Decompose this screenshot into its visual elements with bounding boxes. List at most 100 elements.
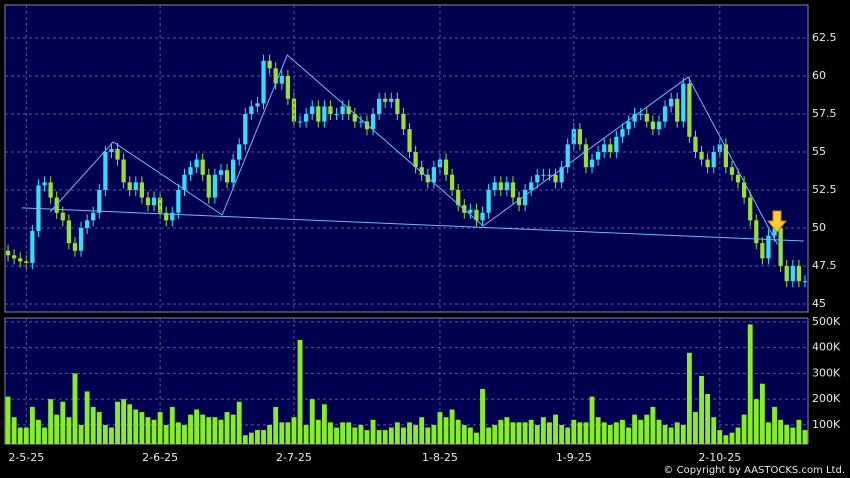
candle-body: [24, 261, 29, 263]
candle-body: [267, 60, 272, 69]
candle-body: [60, 212, 65, 221]
candle-body: [504, 182, 510, 190]
candle-body: [255, 103, 260, 107]
volume-bar: [133, 409, 139, 444]
copyright: © Copyright by AASTOCKS.com Ltd.: [663, 465, 845, 476]
volume-bar: [474, 432, 479, 444]
candle-body: [97, 189, 102, 213]
candle-body: [741, 182, 747, 198]
volume-bar: [297, 339, 303, 444]
volume-bar: [607, 424, 613, 444]
candle-body: [261, 60, 266, 104]
candle-body: [249, 106, 254, 114]
volume-bar: [267, 424, 273, 444]
volume-bar: [60, 401, 66, 444]
candle-body: [139, 182, 145, 198]
candle-body: [571, 129, 576, 145]
candle-body: [784, 265, 789, 282]
candle-body: [650, 121, 656, 130]
candle-body: [705, 159, 710, 168]
candle-body: [614, 136, 619, 152]
volume-bar: [66, 417, 72, 444]
volume-bar: [401, 427, 406, 444]
volume-bar: [115, 401, 120, 444]
y-tick-label: 50: [812, 221, 826, 234]
candle-body: [456, 189, 461, 206]
candle-body: [687, 83, 692, 137]
candle-body: [522, 189, 528, 206]
volume-bar: [370, 419, 376, 444]
y-tick-label: 62.5: [812, 31, 837, 44]
volume-bar: [650, 406, 656, 444]
y-tick-label: 60: [812, 69, 826, 82]
candle-body: [772, 227, 777, 236]
volume-bar: [486, 427, 492, 444]
candle-body: [547, 174, 552, 176]
candle-body: [84, 220, 90, 228]
volume-bar: [382, 430, 388, 444]
candle-body: [316, 106, 321, 122]
candle-body: [72, 243, 78, 251]
candle-body: [638, 113, 643, 115]
volume-bar: [632, 414, 638, 444]
candle-body: [322, 106, 327, 122]
volume-bar: [145, 417, 151, 444]
volume-bar: [583, 422, 589, 444]
y-tick-label: 55: [812, 145, 826, 158]
candle-body: [748, 197, 753, 221]
volume-bar: [352, 427, 358, 444]
volume-bar: [553, 414, 558, 444]
candle-body: [170, 212, 175, 221]
volume-bar: [36, 419, 41, 444]
candle-body: [425, 174, 430, 183]
volume-bar: [255, 430, 260, 444]
y-tick-label: 300K: [812, 366, 841, 379]
candle-body: [535, 174, 540, 183]
volume-bar: [273, 406, 279, 444]
volume-bar: [467, 427, 473, 444]
candle-body: [662, 106, 668, 122]
volume-bar: [248, 432, 254, 444]
y-tick-label: 100K: [812, 418, 841, 431]
candle-body: [681, 83, 686, 122]
candle-body: [91, 212, 96, 221]
candle-body: [121, 159, 126, 183]
candle-body: [668, 98, 674, 107]
volume-bar: [5, 396, 11, 444]
volume-bar: [729, 432, 735, 444]
y-tick-label: 47.5: [812, 259, 837, 272]
candle-body: [529, 182, 534, 190]
candle-body: [230, 159, 236, 183]
volume-bar: [328, 422, 333, 444]
volume-bar: [461, 424, 467, 444]
volume-bar: [540, 417, 546, 444]
candle-body: [291, 98, 297, 122]
volume-bar: [595, 417, 601, 444]
volume-bar: [510, 422, 516, 444]
volume-bar: [388, 427, 394, 444]
plot-layer: 45 47.5 50 52.5 55 57.5 60 62.5 100K 200K 300K 400K…: [5, 5, 841, 464]
candle-body: [78, 227, 84, 251]
candle-body: [151, 197, 157, 206]
volume-bar: [674, 422, 680, 444]
x-tick-label: 2-6-25: [142, 451, 178, 464]
volume-bar: [376, 430, 382, 444]
volume-bar: [498, 419, 504, 444]
candle-body: [699, 151, 704, 160]
candle-body: [340, 106, 345, 114]
volume-bar: [291, 417, 297, 444]
volume-bar: [340, 422, 346, 444]
volume-bar: [236, 401, 242, 444]
candle-body: [474, 209, 479, 221]
volume-bar: [285, 422, 291, 444]
volume-bar: [796, 419, 802, 444]
volume-bar: [315, 419, 321, 444]
candle-body: [303, 113, 309, 122]
candle-body: [18, 258, 23, 262]
candle-body: [376, 98, 382, 114]
candle-body: [620, 129, 625, 137]
volume-bar: [42, 427, 47, 444]
volume-bar: [534, 424, 540, 444]
volume-bar: [175, 422, 181, 444]
volume-bar: [480, 388, 485, 444]
